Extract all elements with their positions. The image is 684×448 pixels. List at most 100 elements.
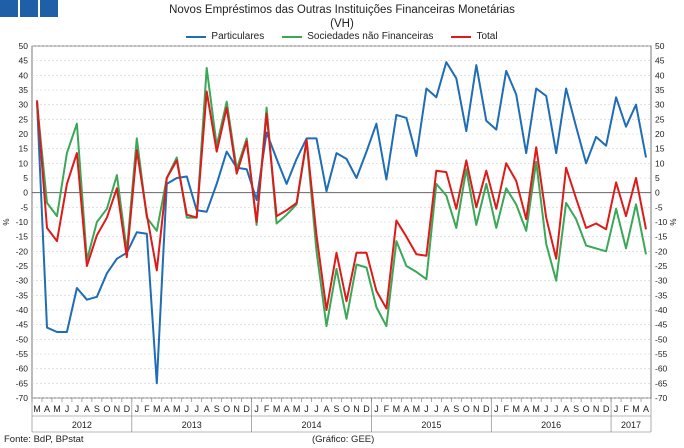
- legend-label-sociedades: Sociedades não Financeiras: [307, 31, 434, 42]
- y-axis-label-right: %: [669, 218, 678, 225]
- y-tick-label-right: -40: [655, 305, 668, 315]
- y-tick-label-left: 50: [19, 41, 29, 51]
- x-tick-label: J: [554, 404, 559, 414]
- y-tick-label-left: 35: [19, 85, 29, 95]
- y-tick-label-right: -20: [655, 246, 668, 256]
- y-tick-label-left: 30: [19, 100, 29, 110]
- y-tick-label-right: 5: [655, 173, 660, 183]
- x-tick-label: M: [153, 404, 161, 414]
- year-label: 2013: [182, 420, 202, 430]
- y-tick-label-right: -55: [655, 349, 668, 359]
- y-tick-label-right: -60: [655, 364, 668, 374]
- y-tick-label-left: 40: [19, 70, 29, 80]
- x-tick-label: D: [243, 404, 250, 414]
- x-tick-label: J: [494, 404, 499, 414]
- x-tick-label: S: [214, 404, 220, 414]
- series-line-particulares: [36, 61, 647, 385]
- y-tick-label-left: -20: [16, 246, 29, 256]
- x-tick-label: D: [124, 404, 131, 414]
- x-tick-label: N: [593, 404, 600, 414]
- x-tick-label: J: [254, 404, 259, 414]
- legend-swatch-total: [451, 35, 472, 38]
- y-tick-label-left: -60: [16, 364, 29, 374]
- y-tick-label-right: -65: [655, 378, 668, 388]
- logo: [0, 0, 58, 17]
- legend-label-total: Total: [476, 31, 498, 42]
- y-tick-label-right: -30: [655, 276, 668, 286]
- y-tick-label-right: -35: [655, 290, 668, 300]
- x-tick-label: F: [264, 404, 270, 414]
- y-tick-label-left: -15: [16, 232, 29, 242]
- y-tick-label-left: 15: [19, 144, 29, 154]
- x-tick-label: N: [114, 404, 121, 414]
- x-tick-label: M: [512, 404, 520, 414]
- logo-block-2: [20, 0, 38, 17]
- series-line-total: [36, 90, 647, 311]
- x-tick-label: S: [573, 404, 579, 414]
- logo-block-3: [40, 0, 58, 17]
- chart-title: Novos Empréstimos das Outras Instituiçõe…: [169, 4, 515, 16]
- legend-item-particulares: Particulares: [186, 31, 264, 42]
- x-tick-label: O: [463, 404, 470, 414]
- x-tick-label: A: [44, 404, 50, 414]
- x-tick-label: S: [94, 404, 100, 414]
- x-tick-label: J: [194, 404, 199, 414]
- x-tick-label: N: [353, 404, 360, 414]
- x-tick-label: J: [424, 404, 429, 414]
- y-tick-label-left: -45: [16, 320, 29, 330]
- legend-swatch-particulares: [186, 35, 207, 38]
- y-tick-label-left: -40: [16, 305, 29, 315]
- x-tick-label: O: [583, 404, 590, 414]
- x-tick-label: O: [103, 404, 110, 414]
- x-tick-label: F: [623, 404, 629, 414]
- x-tick-label: D: [483, 404, 490, 414]
- x-tick-label: J: [314, 404, 319, 414]
- y-tick-label-right: -15: [655, 232, 668, 242]
- y-tick-label-right: 0: [655, 188, 660, 198]
- y-tick-label-right: -70: [655, 393, 668, 403]
- source-note: Fonte: BdP, BPstat: [4, 434, 84, 445]
- x-tick-label: A: [563, 404, 569, 414]
- x-tick-label: O: [223, 404, 230, 414]
- x-tick-label: M: [273, 404, 281, 414]
- y-tick-label-right: -45: [655, 320, 668, 330]
- y-tick-label-left: 0: [23, 188, 28, 198]
- y-tick-label-left: 10: [19, 158, 29, 168]
- x-tick-label: J: [614, 404, 619, 414]
- y-tick-label-right: 50: [655, 41, 665, 51]
- x-tick-label: A: [324, 404, 330, 414]
- legend-item-sociedades: Sociedades não Financeiras: [282, 31, 433, 42]
- x-tick-label: A: [403, 404, 409, 414]
- x-tick-label: S: [334, 404, 340, 414]
- x-tick-label: O: [343, 404, 350, 414]
- y-tick-label-right: 10: [655, 158, 665, 168]
- legend-item-total: Total: [451, 31, 498, 42]
- x-tick-label: J: [75, 404, 80, 414]
- y-tick-label-right: -10: [655, 217, 668, 227]
- year-label: 2014: [302, 420, 322, 430]
- year-label: 2012: [72, 420, 92, 430]
- x-tick-label: F: [144, 404, 150, 414]
- year-label: 2016: [541, 420, 561, 430]
- y-tick-label-right: -5: [655, 202, 663, 212]
- y-tick-label-right: -50: [655, 334, 668, 344]
- x-tick-label: J: [374, 404, 379, 414]
- y-tick-label-right: 40: [655, 70, 665, 80]
- x-tick-label: M: [632, 404, 640, 414]
- x-tick-label: M: [293, 404, 301, 414]
- x-tick-label: M: [33, 404, 41, 414]
- y-tick-label-left: -35: [16, 290, 29, 300]
- x-tick-label: J: [434, 404, 439, 414]
- y-tick-label-left: 25: [19, 114, 29, 124]
- x-tick-label: A: [284, 404, 290, 414]
- x-tick-label: A: [84, 404, 90, 414]
- x-tick-label: N: [233, 404, 240, 414]
- x-tick-label: A: [164, 404, 170, 414]
- legend-label-particulares: Particulares: [211, 31, 265, 42]
- y-tick-label-left: -50: [16, 334, 29, 344]
- y-tick-label-right: 15: [655, 144, 665, 154]
- x-tick-label: M: [173, 404, 181, 414]
- y-tick-label-right: -25: [655, 261, 668, 271]
- x-tick-label: M: [532, 404, 540, 414]
- y-tick-label-left: -5: [20, 202, 28, 212]
